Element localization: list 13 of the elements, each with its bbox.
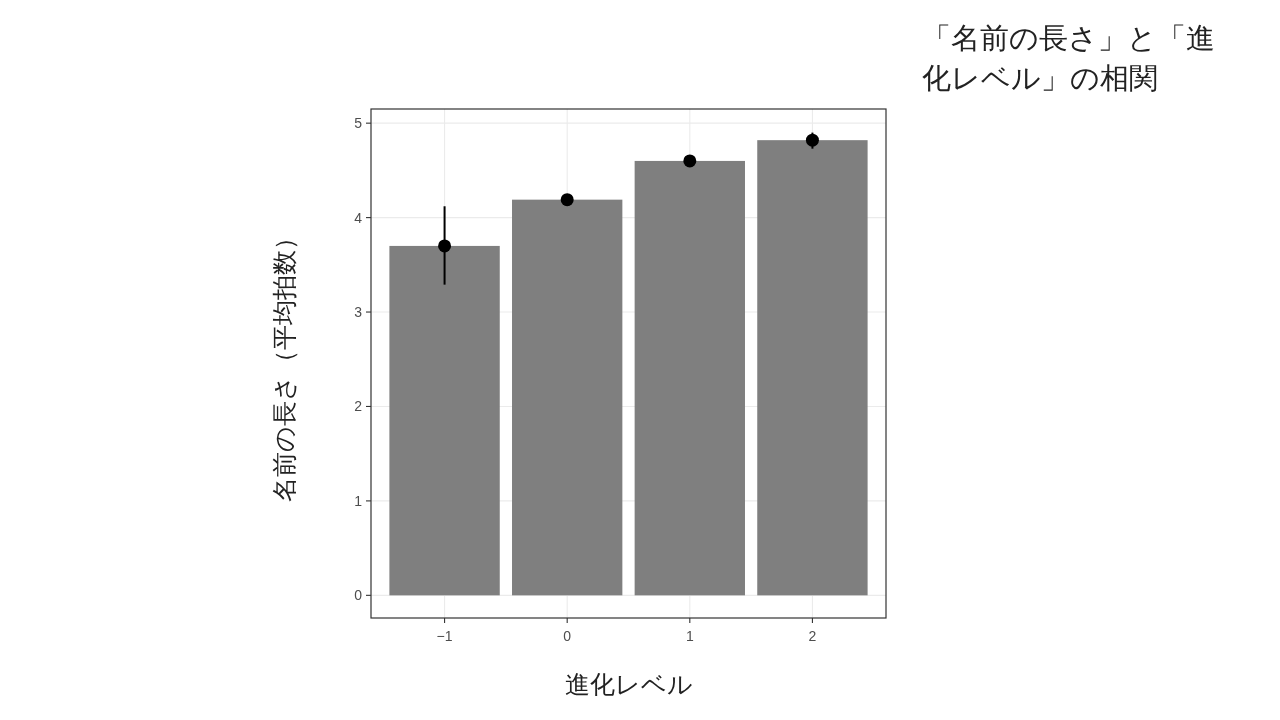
y-axis-title: 名前の長さ（平均拍数） bbox=[270, 225, 299, 502]
y-tick-label: 3 bbox=[354, 304, 363, 321]
x-axis-title: 進化レベル bbox=[564, 670, 693, 699]
x-tick-label: −1 bbox=[436, 628, 453, 644]
y-tick-label: 4 bbox=[354, 209, 363, 226]
text: 「名前の長さ」と「進化レベル」の相関 bbox=[922, 20, 1216, 97]
y-tick-label: 0 bbox=[354, 587, 363, 604]
y-tick-label: 1 bbox=[354, 492, 363, 509]
y-tick-label: 5 bbox=[354, 115, 363, 132]
x-tick-label: 2 bbox=[808, 628, 817, 644]
y-tick-label: 2 bbox=[354, 398, 363, 415]
x-tick-label: 0 bbox=[563, 628, 572, 644]
x-tick-label: 1 bbox=[685, 628, 694, 644]
